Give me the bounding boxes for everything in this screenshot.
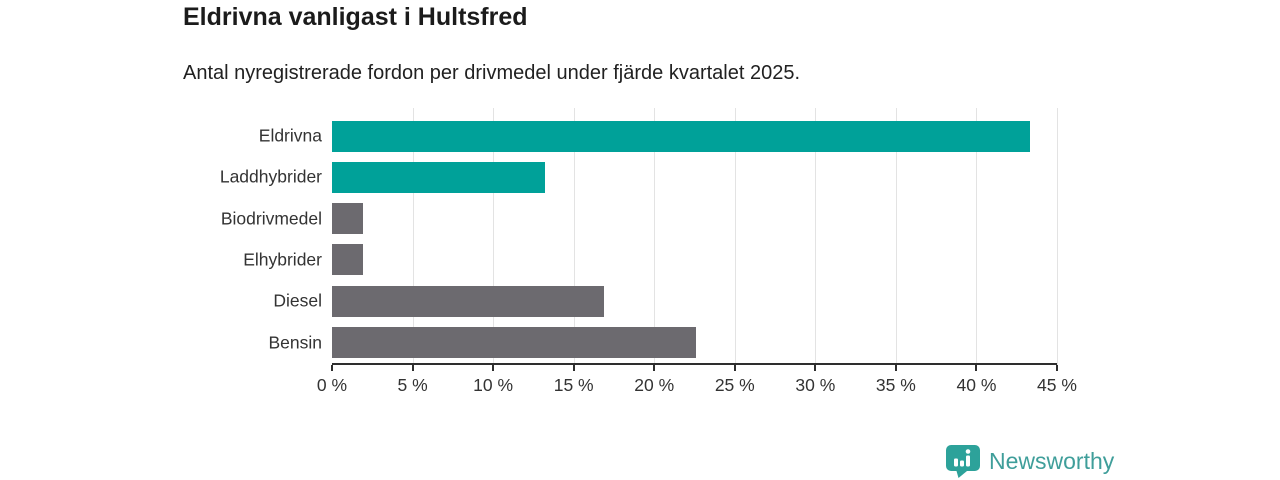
- bar-biodrivmedel: [332, 203, 363, 235]
- category-label: Laddhybrider: [219, 166, 322, 187]
- gridline: [895, 108, 897, 365]
- x-axis-tick: [492, 365, 495, 371]
- x-tick-label: 30 %: [795, 375, 836, 395]
- bar-chart-plot: 0 % 5 % 10 % 15 % 20 % 25 % 30 % 35 % 40 % 45 %: [317, 108, 1077, 395]
- category-label: Diesel: [273, 290, 322, 311]
- gridline: [815, 108, 817, 365]
- x-tick-label: 40 %: [956, 375, 997, 395]
- gridline: [573, 108, 575, 365]
- gridline: [1057, 108, 1058, 365]
- x-tick-label: 45 %: [1037, 375, 1077, 395]
- x-tick-label: 25 %: [714, 375, 755, 395]
- x-axis-tick: [1056, 365, 1058, 371]
- x-axis-tick: [331, 365, 333, 371]
- gridline: [976, 108, 978, 365]
- category-label: Bensin: [268, 332, 322, 352]
- gridline: [734, 108, 736, 365]
- category-label: Elhybrider: [243, 249, 322, 270]
- newsworthy-logo: Newsworthy: [946, 445, 1114, 478]
- gridline: [412, 108, 414, 365]
- x-axis-tick: [653, 365, 656, 371]
- x-tick-label: 15 %: [553, 375, 594, 395]
- x-axis-tick: [894, 365, 897, 371]
- x-axis-tick: [814, 365, 817, 371]
- chart-title: Eldrivna vanligast i Hultsfred: [183, 3, 528, 31]
- x-axis-line: [332, 363, 1057, 365]
- x-tick-label: 0 %: [316, 375, 348, 395]
- x-axis-tick: [572, 365, 575, 371]
- bar-elhybrider: [332, 244, 363, 276]
- gridline: [654, 108, 656, 365]
- bar-bensin: [332, 327, 697, 358]
- bar-diesel: [332, 285, 605, 317]
- x-tick-label: 20 %: [634, 375, 675, 395]
- category-axis: Eldrivna Laddhybrider Biodrivmedel Elhybrid…: [0, 108, 322, 365]
- x-tick-label: 10 %: [473, 375, 514, 395]
- chart-subtitle: Antal nyregistrerade fordon per drivmede…: [183, 62, 801, 84]
- x-axis-tick: [733, 365, 736, 371]
- x-axis-tick: [975, 365, 978, 371]
- x-tick-label: 35 %: [875, 375, 916, 395]
- category-label: Biodrivmedel: [220, 208, 322, 229]
- category-label: Eldrivna: [258, 125, 322, 146]
- newsworthy-logo-text: Newsworthy: [989, 448, 1115, 474]
- bar-eldrivna: [332, 120, 1030, 152]
- x-axis-tick: [411, 365, 414, 371]
- x-tick-label: 5 %: [397, 375, 428, 395]
- bar-laddhybrider: [332, 161, 545, 193]
- gridline: [493, 108, 495, 365]
- newsworthy-logo-icon: [946, 445, 980, 478]
